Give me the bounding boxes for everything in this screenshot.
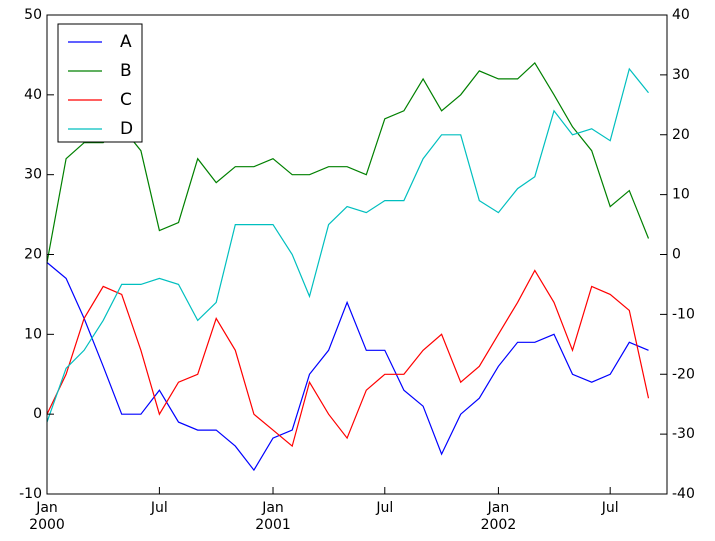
legend-label: C	[120, 90, 132, 110]
x-tick-label: Jan	[487, 500, 510, 516]
y2-tick-label: -40	[672, 486, 695, 502]
x-tick-label: Jul	[150, 500, 168, 516]
series-line	[46, 67, 649, 423]
x-tick-label: Jul	[375, 500, 393, 516]
y2-tick-label: 40	[672, 7, 690, 23]
y-tick-label: 30	[24, 167, 42, 183]
x-tick-label: Jan	[261, 500, 284, 516]
y-tick-label: 0	[33, 406, 42, 422]
y-tick-label: -10	[19, 486, 42, 502]
y2-tick-label: 20	[672, 127, 690, 143]
legend-label: D	[120, 119, 133, 139]
legend-box	[57, 23, 143, 143]
y2-tick-label: -20	[672, 366, 695, 382]
x-tick-year: 2000	[29, 517, 65, 533]
y2-tick-label: -10	[672, 306, 695, 322]
legend-label: B	[120, 61, 132, 81]
x-tick-label: Jan	[35, 500, 58, 516]
y2-tick-label: 10	[672, 187, 690, 203]
series-line	[46, 61, 650, 263]
y2-tick-label: -30	[672, 426, 695, 442]
y-tick-label: 40	[24, 87, 42, 103]
x-tick-year: 2002	[481, 517, 517, 533]
x-tick-label: Jul	[601, 500, 619, 516]
x-tick-year: 2001	[255, 517, 291, 533]
series-line	[46, 262, 649, 472]
y2-tick-label: 0	[672, 247, 681, 263]
y-tick-label: 20	[24, 247, 42, 263]
legend-label: A	[120, 32, 132, 52]
y2-tick-label: 30	[672, 67, 690, 83]
y-tick-label: 10	[24, 326, 42, 342]
series-line	[46, 269, 650, 448]
y-tick-label: 50	[24, 7, 42, 23]
